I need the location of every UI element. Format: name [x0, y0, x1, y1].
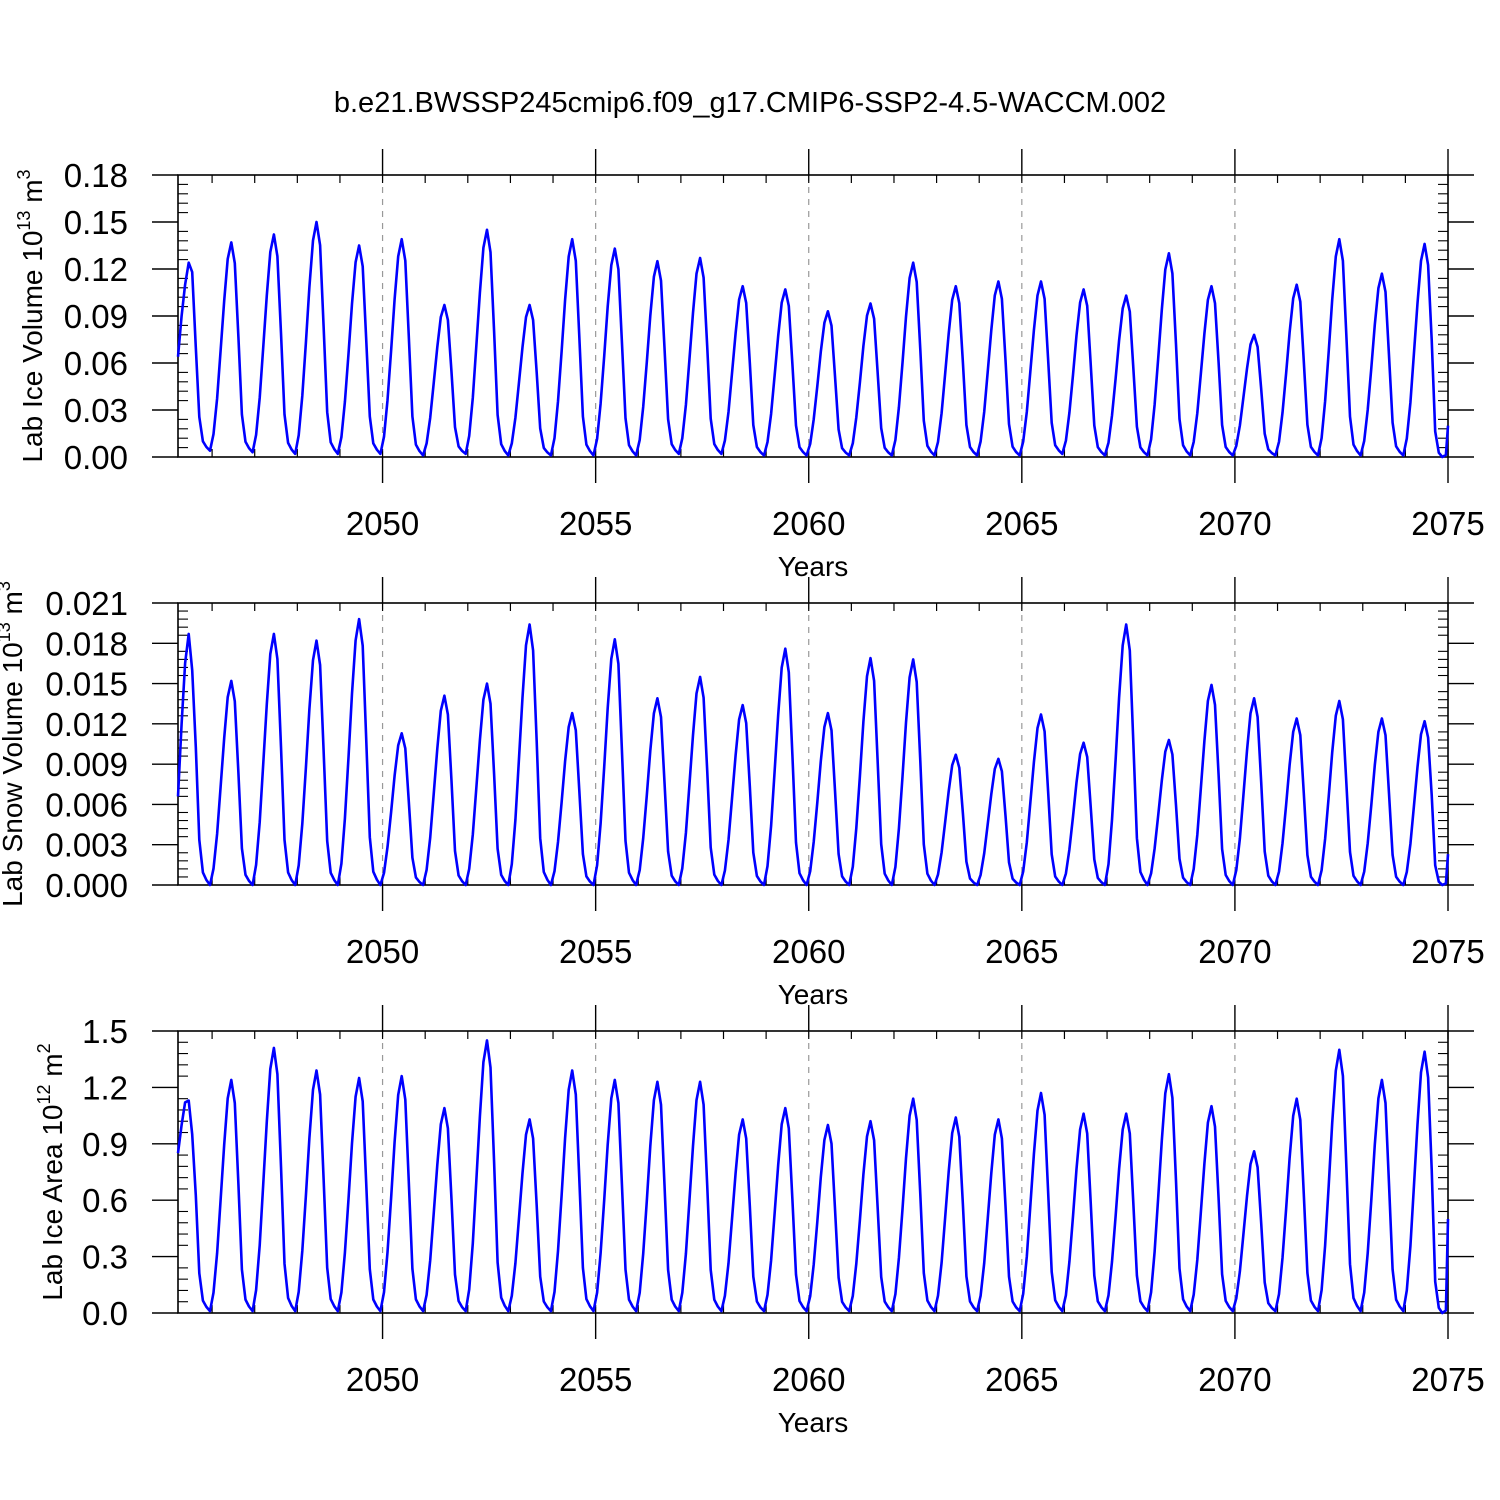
x-tick-label: 2055 — [559, 1361, 632, 1398]
y-axis-label-part: Lab Ice Volume 10 — [17, 231, 48, 463]
x-tick-label: 2075 — [1411, 1361, 1484, 1398]
y-axis-label: Lab Snow Volume 1013 m3 — [0, 581, 28, 907]
x-tick-label: 2055 — [559, 505, 632, 542]
x-axis-label: Years — [778, 551, 849, 582]
y-tick-label: 0.015 — [45, 666, 128, 703]
series-line — [176, 1039, 1450, 1315]
x-tick-label: 2065 — [985, 1361, 1058, 1398]
x-tick-label: 2065 — [985, 933, 1058, 970]
series-line — [176, 220, 1450, 459]
x-axis-label: Years — [778, 1407, 849, 1438]
x-tick-label: 2065 — [985, 505, 1058, 542]
y-tick-label: 0.021 — [45, 585, 128, 622]
y-tick-label: 0.003 — [45, 827, 128, 864]
chart-panel-1: 0.00 0.03 0.06 0.09 0.12 0.15 0.18 2050 2055 2060… — [14, 149, 1485, 582]
y-tick-label: 0.6 — [82, 1182, 128, 1219]
y-axis-label-part: 13 — [0, 622, 14, 642]
y-tick-label: 0.03 — [64, 392, 128, 429]
y-tick-label: 0.12 — [64, 251, 128, 288]
y-tick-label: 0.18 — [64, 157, 128, 194]
y-tick-label: 1.2 — [82, 1069, 128, 1106]
y-tick-label: 0.000 — [45, 867, 128, 904]
x-tick-label: 2070 — [1198, 1361, 1271, 1398]
y-axis-label-part: 2 — [34, 1043, 54, 1053]
y-axis-label: Lab Ice Volume 1013 m3 — [14, 169, 48, 462]
x-tick-label: 2060 — [772, 933, 845, 970]
y-tick-label: 0.9 — [82, 1126, 128, 1163]
plot-frame — [177, 1030, 1449, 1314]
y-tick-label: 0.06 — [64, 345, 128, 382]
y-axis-label-part: 3 — [0, 581, 14, 591]
x-tick-label: 2060 — [772, 505, 845, 542]
y-tick-label: 0.3 — [82, 1239, 128, 1276]
plot-frame — [177, 174, 1449, 458]
y-axis-label-part: 12 — [34, 1084, 54, 1104]
y-axis-label-part: m — [0, 591, 28, 622]
y-axis-label-part: Lab Ice Area 10 — [37, 1105, 68, 1301]
x-tick-label: 2070 — [1198, 933, 1271, 970]
x-tick-label: 2075 — [1411, 933, 1484, 970]
y-tick-label: 0.0 — [82, 1295, 128, 1332]
y-axis-label: Lab Ice Area 1012 m2 — [34, 1043, 68, 1300]
x-tick-label: 2075 — [1411, 505, 1484, 542]
x-tick-label: 2060 — [772, 1361, 845, 1398]
y-tick-label: 0.018 — [45, 625, 128, 662]
y-tick-label: 0.15 — [64, 204, 128, 241]
series-line — [176, 617, 1450, 887]
x-tick-label: 2050 — [346, 505, 419, 542]
x-tick-label: 2070 — [1198, 505, 1271, 542]
x-axis-label: Years — [778, 979, 849, 1010]
y-tick-label: 0.00 — [64, 439, 128, 476]
y-axis-label-part: 3 — [14, 169, 34, 179]
chart-title: b.e21.BWSSP245cmip6.f09_g17.CMIP6-SSP2-4… — [334, 87, 1166, 119]
y-tick-label: 0.009 — [45, 746, 128, 783]
plot-frame — [177, 602, 1449, 886]
chart-panel-3: 0.0 0.3 0.6 0.9 1.2 1.5 2050 2055 2060 2065 2070 20… — [34, 1005, 1485, 1438]
y-axis-label-part: m — [37, 1053, 68, 1084]
y-axis-label-part: m — [17, 179, 48, 210]
y-axis-label-part: Lab Snow Volume 10 — [0, 642, 28, 907]
x-tick-label: 2055 — [559, 933, 632, 970]
y-axis-label-part: 13 — [14, 211, 34, 231]
y-tick-label: 0.012 — [45, 706, 128, 743]
y-tick-label: 0.09 — [64, 298, 128, 335]
y-tick-label: 0.006 — [45, 786, 128, 823]
x-tick-label: 2050 — [346, 933, 419, 970]
y-tick-label: 1.5 — [82, 1013, 128, 1050]
x-tick-label: 2050 — [346, 1361, 419, 1398]
